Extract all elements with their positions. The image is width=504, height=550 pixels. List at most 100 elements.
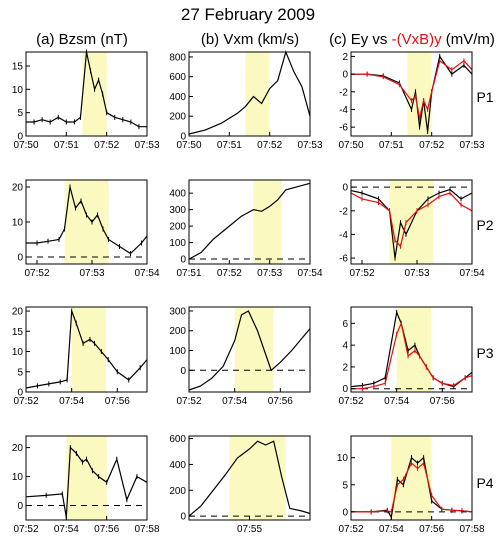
panel-a-P1: 0 5 10 15 07:50 07:51 07:52 07:53 <box>12 49 160 151</box>
y-tick-label: 0 <box>180 512 186 523</box>
x-tick-label: 07:54 <box>459 268 484 279</box>
x-tick-label: 07:51 <box>54 140 79 151</box>
y-tick-label: 15 <box>12 327 24 338</box>
x-tick-label: 07:52 <box>419 140 444 151</box>
y-tick-label: 800 <box>169 52 186 63</box>
col-title-text: (b) Vxm (km/s) <box>201 31 299 48</box>
series-line-vxby <box>351 59 473 119</box>
y-tick-label: 400 <box>169 189 186 200</box>
x-tick-label: 07:53 <box>404 268 429 279</box>
col-title-text: (a) Bzsm (nT) <box>36 31 128 48</box>
figure-title: 27 February 2009 <box>181 5 315 24</box>
x-tick-label: 07:51 <box>379 140 404 151</box>
x-tick-label: 07:52 <box>13 524 38 535</box>
y-tick-label: 10 <box>12 472 24 483</box>
col-title-a: (a) Bzsm (nT) <box>36 31 128 48</box>
col-title-suffix-text: (mV/m) <box>442 31 495 48</box>
y-tick-label: 20 <box>12 307 24 318</box>
y-tick-label: 300 <box>169 306 186 317</box>
row-label-p4: P4 <box>476 475 493 491</box>
x-tick-label: 07:54 <box>54 524 79 535</box>
shade-region <box>245 52 270 136</box>
y-tick-label: 100 <box>169 238 186 249</box>
y-tick-label: 0 <box>17 388 23 399</box>
series-line-ey <box>351 54 473 132</box>
y-tick-label: 100 <box>169 346 186 357</box>
shade-region <box>396 307 431 392</box>
row-label-p1: P1 <box>476 89 493 105</box>
y-tick-label: 4 <box>342 341 348 352</box>
plot-frame <box>350 179 473 265</box>
series-line-main <box>188 50 311 135</box>
y-tick-label: -4 <box>339 105 348 116</box>
x-tick-label: 07:51 <box>176 268 201 279</box>
y-tick-label: -2 <box>339 87 348 98</box>
panel-c-P3: 0 2 4 6 07:52 07:54 07:56 <box>338 306 473 407</box>
shade-region <box>234 307 274 392</box>
y-tick-label: 0 <box>17 132 23 143</box>
y-tick-label: 10 <box>337 453 349 464</box>
y-tick-label: 200 <box>169 326 186 337</box>
y-tick-label: 600 <box>169 434 186 445</box>
x-tick-label: 07:53 <box>459 140 484 151</box>
x-tick-label: 07:52 <box>338 524 363 535</box>
panel-c-P4: 0 5 10 07:52 07:54 07:56 07:58 <box>337 435 485 535</box>
plot-frame <box>350 306 473 393</box>
x-tick-label: 07:54 <box>379 524 404 535</box>
y-tick-label: -2 <box>339 206 348 217</box>
plot-frame <box>25 51 148 137</box>
shade-region <box>391 436 432 520</box>
series-line-vxby <box>351 461 473 513</box>
col-title-text: (c) Ey vs <box>329 31 392 48</box>
col-title-c: (c) Ey vs -(VxB)y (mV/m) <box>329 31 495 48</box>
y-tick-label: 200 <box>169 112 186 123</box>
y-tick-label: 5 <box>17 108 23 119</box>
x-tick-label: 07:50 <box>13 140 38 151</box>
y-tick-label: 400 <box>169 92 186 103</box>
y-tick-label: 2 <box>342 52 348 63</box>
y-tick-label: 6 <box>342 319 348 330</box>
x-tick-label: 07:55 <box>237 524 262 535</box>
y-tick-label: 2 <box>342 362 348 373</box>
shade-region <box>253 180 282 264</box>
x-tick-label: 07:51 <box>217 140 242 151</box>
shade-region <box>229 436 286 520</box>
x-tick-label: 07:53 <box>134 140 159 151</box>
x-tick-label: 07:52 <box>24 268 49 279</box>
y-tick-label: 5 <box>17 367 23 378</box>
plot-frame <box>188 51 311 137</box>
plot-frame <box>350 435 473 521</box>
y-tick-label: 10 <box>12 85 24 96</box>
y-tick-label: -6 <box>339 254 348 265</box>
panel-c-P1: -6 -4 -2 0 2 07:50 07:51 07:52 07:53 <box>338 51 485 151</box>
y-tick-label: 0 <box>342 70 348 81</box>
plot-frame <box>25 435 148 521</box>
x-tick-label: 07:53 <box>297 140 322 151</box>
plot-frame <box>350 51 473 137</box>
y-tick-label: 5 <box>342 480 348 491</box>
x-tick-label: 07:56 <box>94 524 119 535</box>
y-tick-label: 0 <box>180 132 186 143</box>
y-tick-label: 20 <box>12 183 24 194</box>
y-tick-label: 200 <box>169 222 186 233</box>
x-tick-label: 07:58 <box>459 524 484 535</box>
series-line-main <box>188 440 311 517</box>
plot-frame <box>25 306 148 393</box>
y-tick-label: 0 <box>342 384 348 395</box>
y-tick-label: 0 <box>180 366 186 377</box>
x-tick-label: 07:50 <box>338 140 363 151</box>
shade-region <box>71 307 106 392</box>
x-tick-label: 07:56 <box>430 396 455 407</box>
x-tick-label: 07:53 <box>79 268 104 279</box>
panel-a-P3: 0 5 10 15 20 07:52 07:54 07:56 <box>12 306 148 407</box>
x-tick-label: 07:56 <box>105 396 130 407</box>
panel-b-P2: 0 100 200 300 400 07:51 07:52 07:53 07:54 <box>169 179 323 279</box>
y-tick-label: 300 <box>169 205 186 216</box>
y-tick-label: 15 <box>12 62 24 73</box>
x-tick-label: 07:52 <box>176 396 201 407</box>
x-tick-label: 07:52 <box>338 396 363 407</box>
y-tick-label: 0 <box>342 183 348 194</box>
x-tick-label: 07:52 <box>94 140 119 151</box>
